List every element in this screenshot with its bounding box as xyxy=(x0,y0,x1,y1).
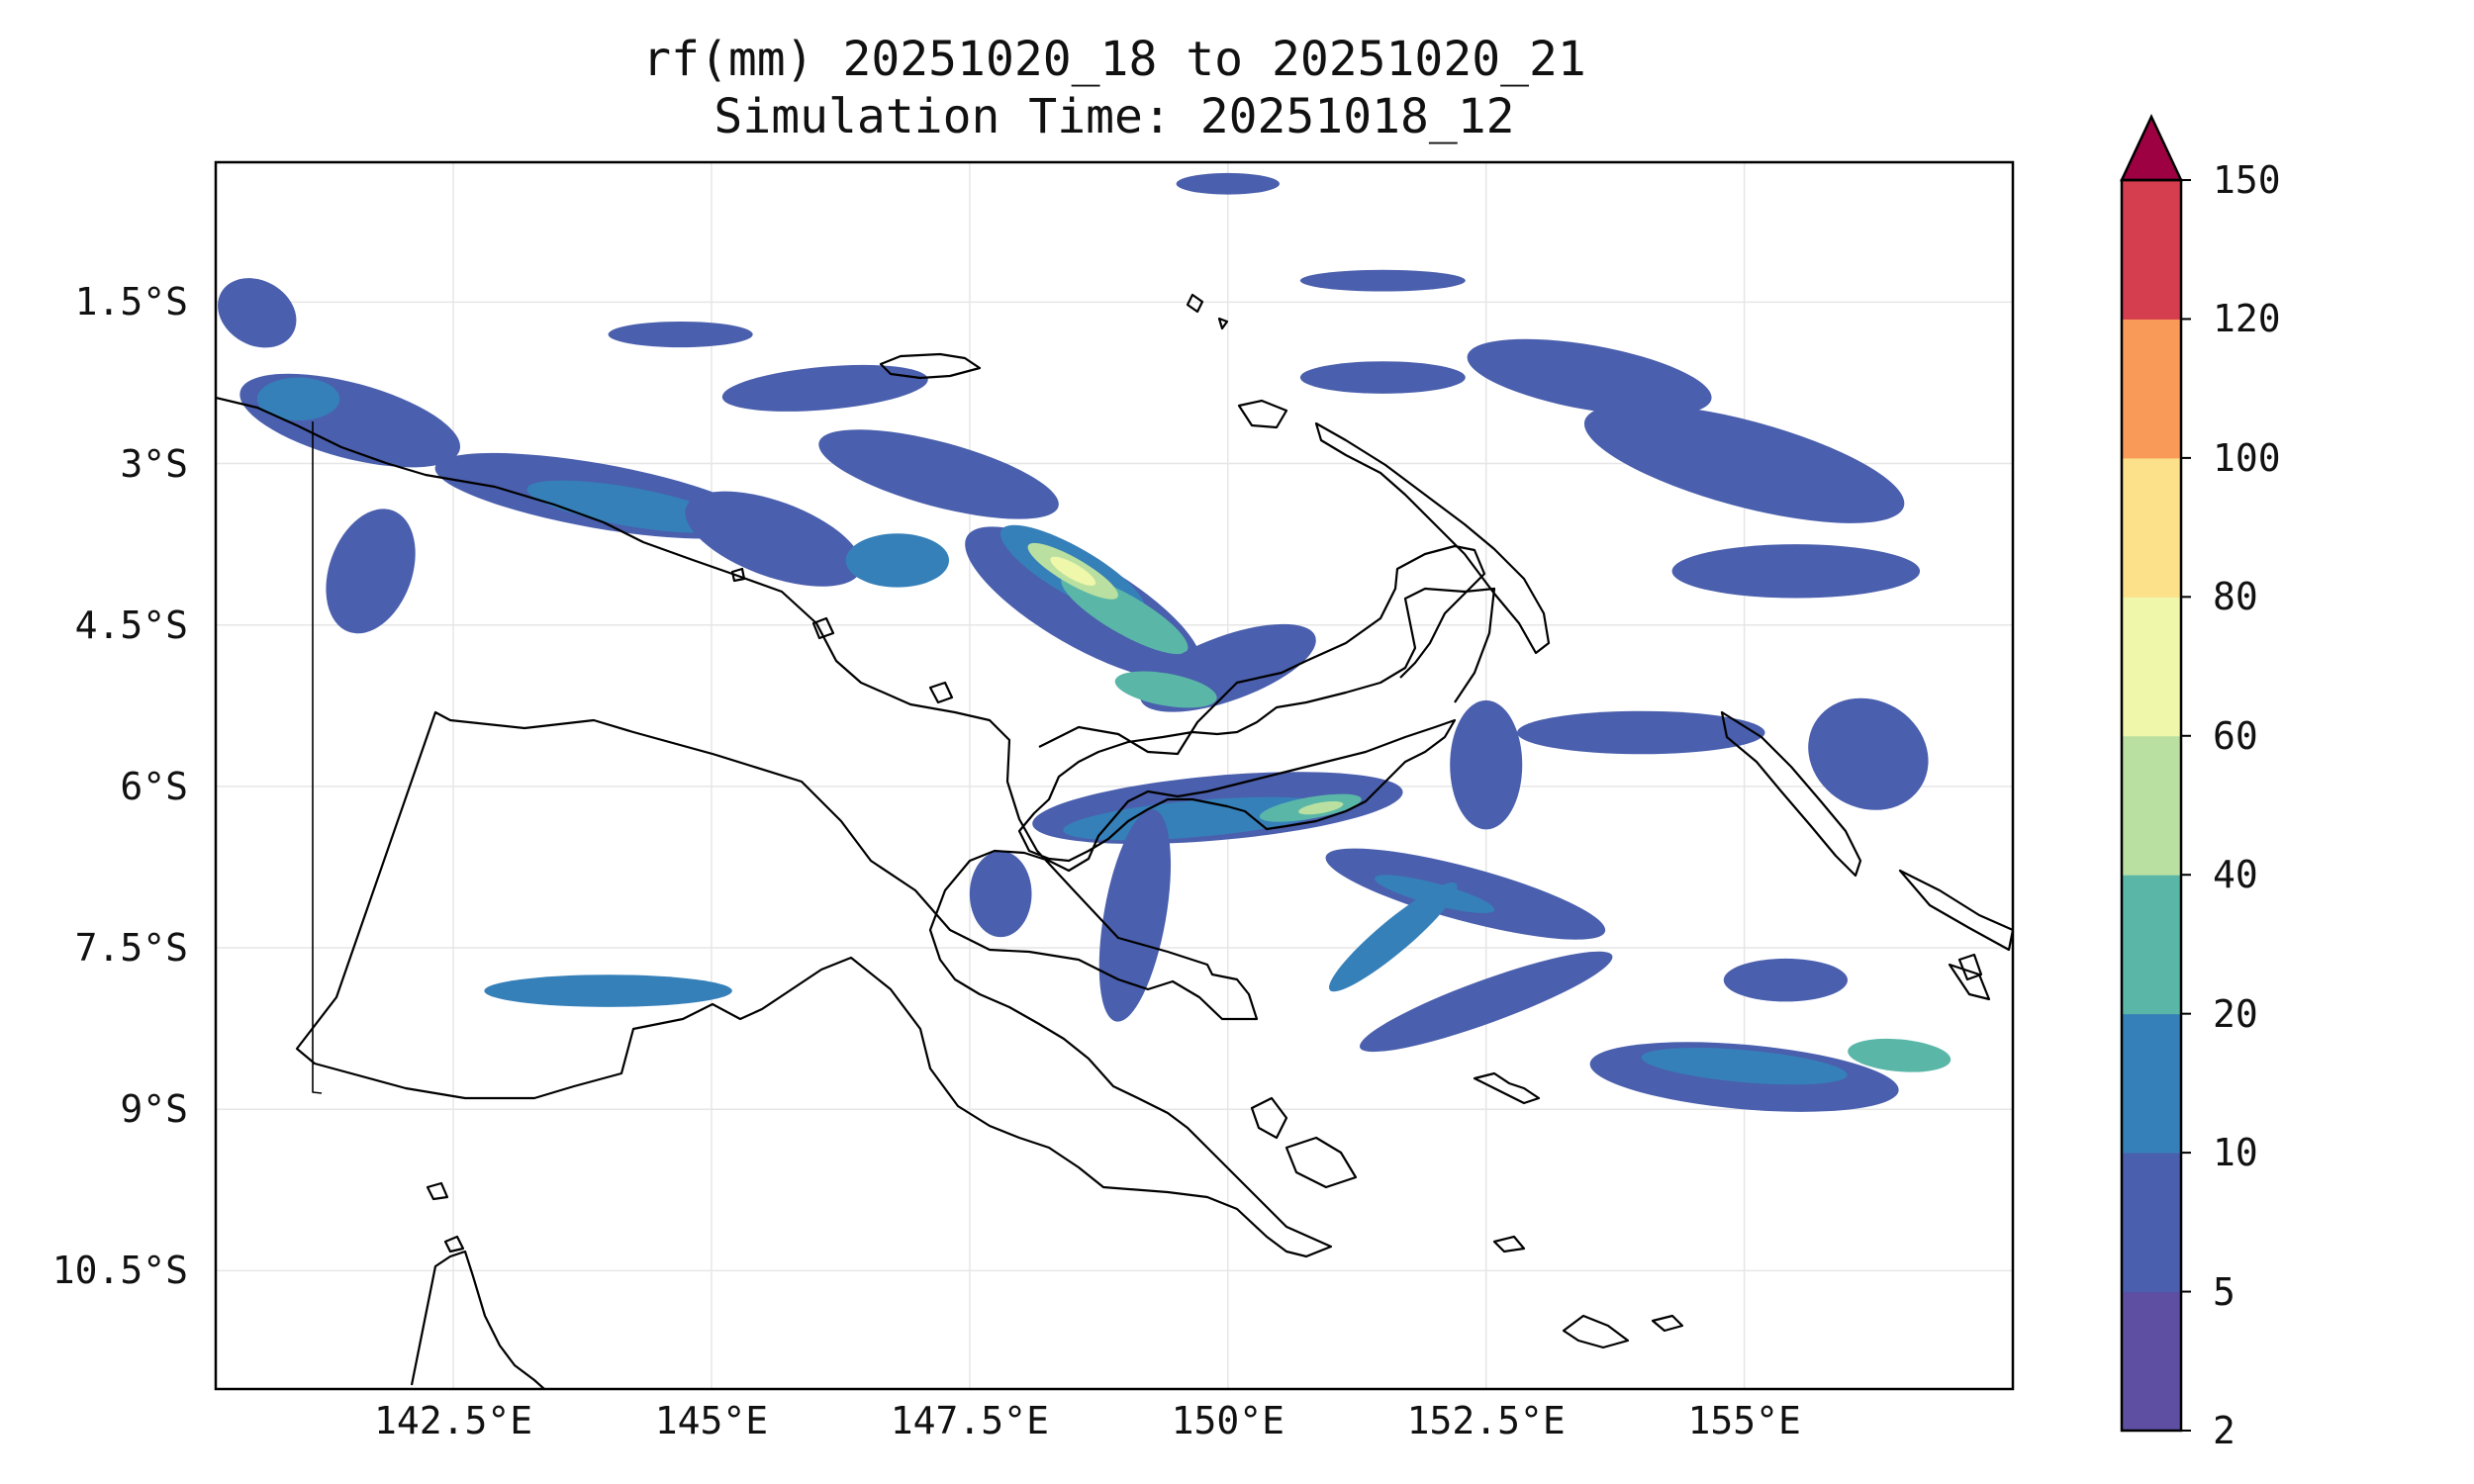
coastline-island-d xyxy=(928,681,954,704)
colorbar-tick-label: 20 xyxy=(2213,991,2258,1036)
colorbar-tick-label: 10 xyxy=(2213,1131,2258,1175)
lat-tick-label: 10.5°S xyxy=(51,1249,188,1293)
rainfall-feature xyxy=(239,373,461,468)
lat-tick-label: 4.5°S xyxy=(74,603,188,647)
coastline-fergusson xyxy=(1285,1136,1358,1189)
rainfall-feature xyxy=(526,480,731,533)
coastline-island-e xyxy=(811,616,835,640)
rainfall-feature xyxy=(1328,882,1458,992)
colorbar-segment xyxy=(2122,875,2181,1015)
colorbar-tick-label: 150 xyxy=(2213,158,2281,202)
lat-tick-label: 9°S xyxy=(120,1087,188,1132)
lat-tick-label: 7.5°S xyxy=(74,926,188,971)
colorbar-segment xyxy=(2122,1153,2181,1293)
rainfall-feature xyxy=(256,377,340,421)
lat-tick-label: 6°S xyxy=(120,764,188,808)
colorbar-tick-label: 2 xyxy=(2213,1409,2236,1452)
coastline-manus xyxy=(879,352,982,380)
rainfall-feature xyxy=(484,974,732,1007)
coastline-new-britain xyxy=(1038,544,1486,756)
rainfall-feature xyxy=(1176,172,1280,195)
rainfall-feature xyxy=(1450,699,1523,830)
lon-tick-label: 145°E xyxy=(654,1399,769,1442)
coastline-trobriand xyxy=(1473,1071,1541,1105)
rainfall-feature xyxy=(1583,404,1905,523)
map-title-line1: rf(mm) 20251020_18 to 20251020_21 xyxy=(642,32,1586,87)
rainfall-feature xyxy=(969,851,1032,938)
colorbar-segment xyxy=(2122,1291,2181,1432)
colorbar xyxy=(2120,114,2191,1433)
colorbar-segment xyxy=(2122,180,2181,320)
rainfall-feature xyxy=(1671,544,1921,599)
coastlines xyxy=(216,293,2013,1389)
coastline-misima xyxy=(1492,1235,1526,1253)
coastline-island-c xyxy=(1217,317,1229,330)
rainfall-feature xyxy=(685,491,862,587)
colorbar-frame xyxy=(2120,178,2183,1433)
colorbar-segment xyxy=(2122,457,2181,598)
rainfall-feature xyxy=(326,509,416,634)
rainfall-feature xyxy=(1114,671,1217,708)
rainfall-feature xyxy=(1723,958,1849,1002)
rainfall-feature xyxy=(1063,796,1331,841)
rainfall-contours xyxy=(218,172,1951,1112)
rainfall-feature xyxy=(1467,338,1712,417)
colorbar-tick-label: 120 xyxy=(2213,297,2281,341)
lon-tick-label: 142.5°E xyxy=(373,1399,533,1442)
coastline-torres-isle xyxy=(426,1181,449,1201)
lon-tick-label: 152.5°E xyxy=(1406,1399,1566,1442)
lon-tick-label: 150°E xyxy=(1171,1399,1285,1442)
coastline-island-b xyxy=(1186,293,1204,314)
map-frame xyxy=(214,160,2015,1391)
border-line xyxy=(312,421,323,1094)
coastline-island-a xyxy=(1237,399,1288,429)
colorbar-segment xyxy=(2122,319,2181,459)
coastline-dentrecasteaux xyxy=(1250,1096,1288,1140)
rainfall-feature xyxy=(1298,800,1344,815)
coastline-rossel xyxy=(1651,1314,1684,1333)
lat-tick-label: 3°S xyxy=(120,441,188,486)
rainfall-feature xyxy=(1808,697,1929,810)
gridlines xyxy=(216,162,2013,1389)
rainfall-feature xyxy=(818,429,1059,519)
rainfall-feature xyxy=(1848,1038,1951,1072)
coastline-woodlark xyxy=(1562,1314,1630,1349)
coastline-choiseul xyxy=(1948,963,1991,1001)
colorbar-extend-arrow xyxy=(2120,114,2183,182)
coastline-new-guinea xyxy=(216,396,1496,1258)
colorbar-tick-label: 80 xyxy=(2213,575,2258,619)
colorbar-tick-label: 100 xyxy=(2213,435,2281,480)
rainfall-feature xyxy=(1360,951,1613,1053)
colorbar-tick-label: 60 xyxy=(2213,713,2258,758)
colorbar-segment xyxy=(2122,735,2181,876)
rainfall-feature xyxy=(1641,1048,1848,1085)
coastline-torres-isle2 xyxy=(443,1235,465,1253)
rainfall-feature xyxy=(608,321,753,348)
rainfall-feature xyxy=(1299,361,1466,394)
coastline-island-g xyxy=(1957,953,1983,981)
colorbar-segment xyxy=(2122,1013,2181,1154)
lon-tick-label: 147.5°E xyxy=(890,1399,1049,1442)
coastline-island-f xyxy=(730,567,746,583)
rainfall-feature xyxy=(1299,269,1466,292)
rainfall-feature xyxy=(218,278,297,348)
lon-tick-label: 155°E xyxy=(1687,1399,1801,1442)
colorbar-segment xyxy=(2122,597,2181,737)
colorbar-tick-label: 5 xyxy=(2213,1269,2236,1314)
lat-tick-label: 1.5°S xyxy=(74,280,188,325)
coastline-new-ireland xyxy=(1314,421,1551,655)
coastline-cape-york xyxy=(410,1250,545,1389)
colorbar-tick-label: 40 xyxy=(2213,853,2258,897)
map-title-line2: Simulation Time: 20251018_12 xyxy=(714,89,1515,144)
coastline-bougainville xyxy=(1720,710,1862,878)
coastline-solomons xyxy=(1898,869,2013,952)
rainfall-feature xyxy=(845,533,950,588)
rainfall-feature xyxy=(1098,809,1172,1022)
rainfall-feature xyxy=(1050,556,1096,586)
rainfall-feature xyxy=(721,364,928,412)
rainfall-feature xyxy=(1517,710,1765,755)
